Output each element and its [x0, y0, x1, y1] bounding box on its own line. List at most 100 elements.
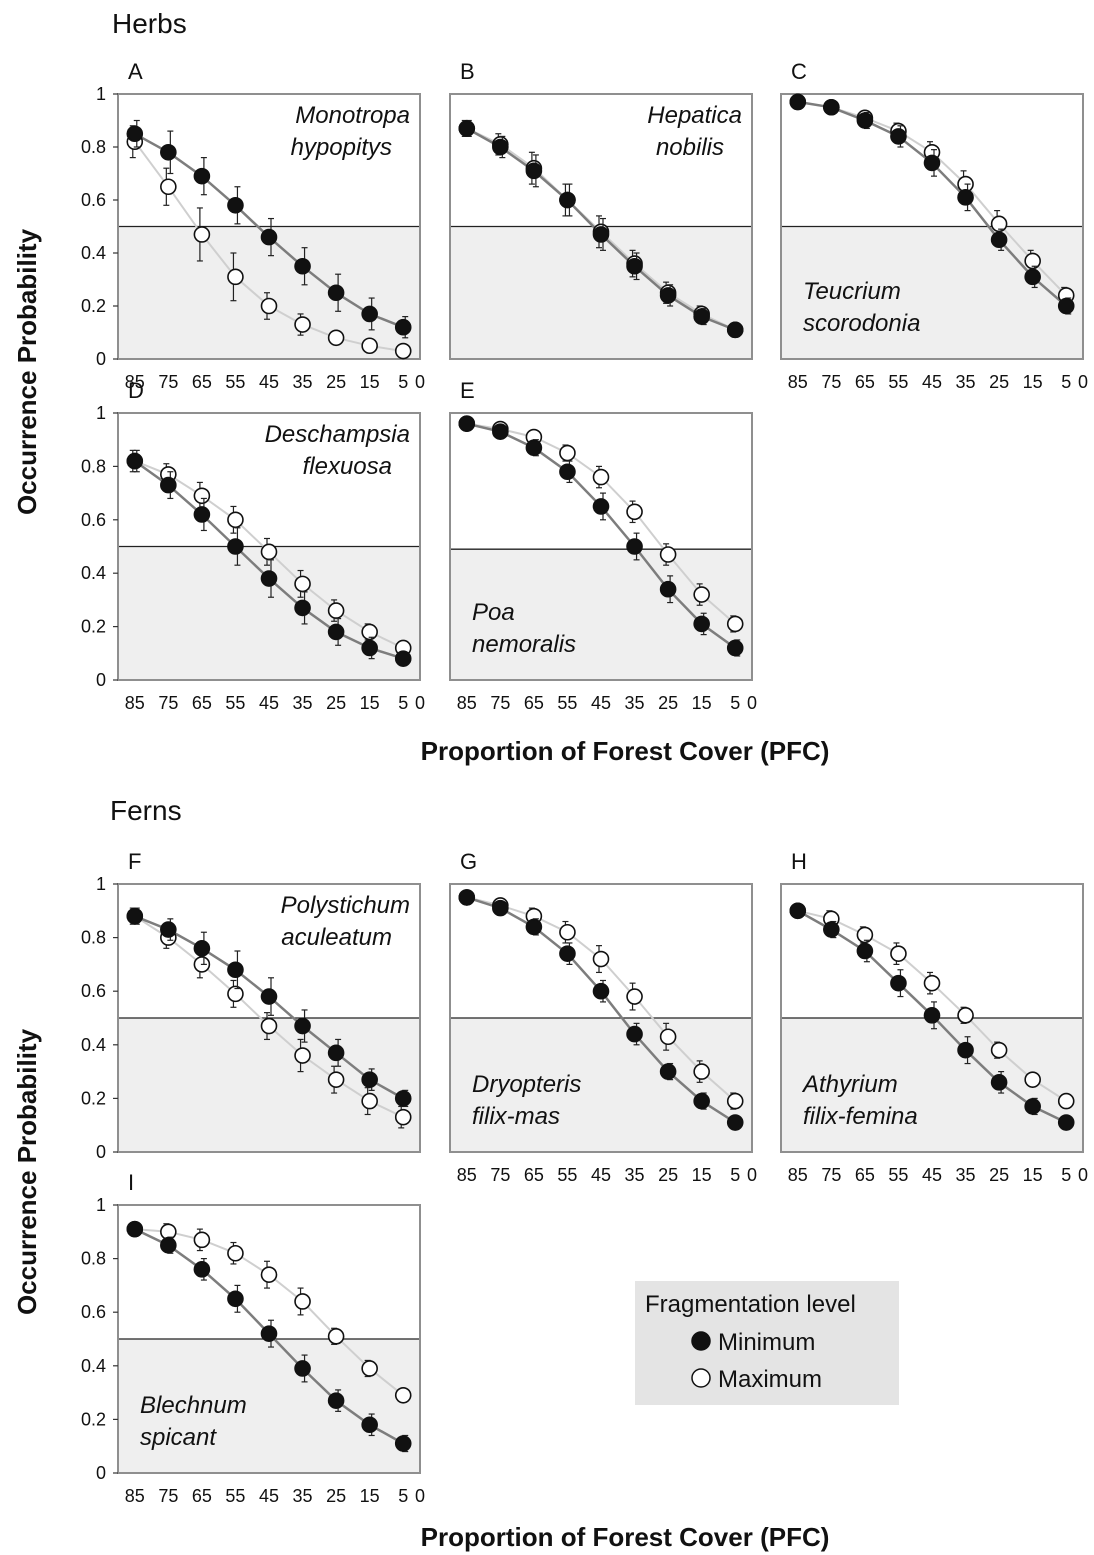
- panel-d-label: D: [128, 378, 144, 403]
- panel-a-point-maximum: [193, 226, 211, 243]
- panel-h-x-tick-label: 45: [922, 1165, 942, 1185]
- panel-g-x-tick-label: 75: [490, 1165, 510, 1185]
- panel-a-point-minimum: [260, 228, 278, 246]
- panel-c-x-tick-label: 0: [1078, 372, 1088, 392]
- panel-f-y-tick-label: 0.6: [81, 981, 106, 1001]
- panel-e-point-minimum: [659, 580, 677, 598]
- panel-c-point-minimum: [890, 128, 907, 145]
- panel-d-y-tick-label: 0.6: [81, 510, 106, 530]
- panel-g-x-tick-label: 0: [747, 1165, 757, 1185]
- panel-e-point-minimum: [492, 423, 509, 440]
- panel-i-x-tick-label: 15: [360, 1486, 380, 1506]
- panel-i-x-tick-label: 75: [158, 1486, 178, 1506]
- panel-d-y-tick-label: 1: [96, 403, 106, 423]
- panel-a-point-maximum: [327, 329, 345, 347]
- legend: Fragmentation level Minimum Maximum: [635, 1281, 899, 1405]
- panel-i-y-tick-label: 0.6: [81, 1302, 106, 1322]
- panel-h-point-minimum: [890, 974, 907, 992]
- panel-d-x-tick-label: 5: [398, 693, 408, 713]
- panel-c-x-tick-label: 85: [788, 372, 808, 392]
- panel-c-x-tick-label: 15: [1023, 372, 1043, 392]
- panel-d-x-tick-label: 75: [158, 693, 178, 713]
- panel-c-species-genus: Teucrium: [803, 278, 901, 305]
- panel-a-x-tick-label: 85: [125, 372, 145, 392]
- panel-h-point-minimum: [856, 942, 874, 960]
- panel-b-point-minimum: [559, 191, 576, 209]
- panel-c-label: C: [791, 59, 807, 84]
- panel-d-point-maximum: [260, 543, 278, 561]
- panel-d-point-minimum: [227, 538, 244, 555]
- panel-d-frame: [117, 412, 421, 681]
- panel-h-species-epithet: filix-femina: [803, 1103, 918, 1130]
- panel-g-point-maximum: [659, 1028, 677, 1046]
- panel-e-point-minimum: [525, 439, 543, 457]
- panel-b-point-minimum: [458, 120, 476, 137]
- panel-d-x-tick-label: 85: [125, 693, 145, 713]
- panel-a-point-minimum: [160, 144, 177, 161]
- panel-c-point-maximum: [1024, 252, 1041, 270]
- panel-g-point-minimum: [525, 918, 543, 936]
- panel-c-x-tick-label: 5: [1061, 372, 1071, 392]
- panel-b-point-minimum: [626, 257, 643, 275]
- panel-d-y-tick-label: 0.8: [81, 456, 106, 476]
- panel-f-point-minimum: [126, 907, 144, 925]
- panel-a-point-minimum: [361, 305, 378, 323]
- panel-a-point-minimum: [227, 197, 244, 214]
- panel-d-x-tick-label: 55: [225, 693, 245, 713]
- panel-a-x-tick-label: 15: [360, 372, 380, 392]
- panel-e-point-maximum: [559, 444, 576, 462]
- panel-h-x-tick-label: 15: [1023, 1165, 1043, 1185]
- panel-h-point-minimum: [923, 1007, 941, 1024]
- panel-a-frame: [117, 93, 421, 360]
- panel-e-point-minimum: [726, 639, 744, 657]
- panel-i-point-maximum: [327, 1328, 345, 1345]
- panel-c-point-minimum: [1024, 268, 1041, 286]
- section-title-ferns: Ferns: [110, 795, 182, 826]
- panel-a-x-tick-label: 75: [158, 372, 178, 392]
- panel-c-x-tick-label: 55: [888, 372, 908, 392]
- panel-c-x-tick-label: 45: [922, 372, 942, 392]
- panel-d-point-maximum: [361, 623, 378, 641]
- panel-b-frame: [449, 93, 753, 360]
- panel-c-frame: [780, 93, 1084, 360]
- panel-h-point-maximum: [957, 1007, 974, 1024]
- panel-a-point-minimum: [327, 284, 345, 302]
- panel-e-point-minimum: [693, 615, 710, 633]
- panel-c-point-minimum: [1057, 297, 1075, 315]
- legend-background: [635, 1281, 899, 1405]
- panel-a-x-tick-label: 65: [192, 372, 212, 392]
- panel-g: G 85 75 65 55 45 35 25 15 5 0 Dryopteris filix-mas: [449, 849, 757, 1185]
- panel-i-y-tick-label: 0.2: [81, 1409, 106, 1429]
- panel-e-x-tick-label: 55: [557, 693, 577, 713]
- panel-a-point-minimum: [394, 318, 412, 336]
- panel-i-x-tick-label: 65: [192, 1486, 212, 1506]
- panel-c-x-tick-label: 75: [821, 372, 841, 392]
- panel-a-x-tick-label: 25: [326, 372, 346, 392]
- panel-f-y-tick-label: 0: [96, 1142, 106, 1162]
- panel-a-y-tick-label: 0.2: [81, 296, 106, 316]
- panel-d-point-maximum: [327, 602, 345, 619]
- panel-c-point-minimum: [990, 231, 1008, 249]
- panel-f-point-maximum: [260, 1017, 278, 1035]
- section-title-herbs: Herbs: [112, 8, 187, 39]
- panel-f-y-tick-label: 0.2: [81, 1088, 106, 1108]
- panel-f-y-tick-label: 0.4: [81, 1035, 106, 1055]
- panel-f-point-minimum: [227, 961, 244, 979]
- panel-f-point-minimum: [294, 1017, 311, 1035]
- panel-h-point-minimum: [1024, 1098, 1041, 1115]
- panel-i-point-minimum: [227, 1290, 244, 1308]
- panel-a-x-tick-label: 5: [398, 372, 408, 392]
- panel-h-point-maximum: [923, 974, 941, 992]
- panel-f-point-minimum: [160, 921, 177, 938]
- panel-d-point-minimum: [193, 506, 211, 523]
- panel-d-x-tick-label: 35: [293, 693, 313, 713]
- panel-f-y-tick-label: 1: [96, 874, 106, 894]
- panel-g-x-tick-label: 85: [457, 1165, 477, 1185]
- panel-c: C 85 75 65 55 45 35 25 15 5 0 Teucrium scorodonia: [780, 59, 1088, 392]
- panel-d-point-minimum: [394, 650, 412, 667]
- panel-d-point-minimum: [294, 599, 311, 617]
- panel-h-point-maximum: [1024, 1071, 1041, 1088]
- panel-a-y-tick-label: 1: [96, 84, 106, 104]
